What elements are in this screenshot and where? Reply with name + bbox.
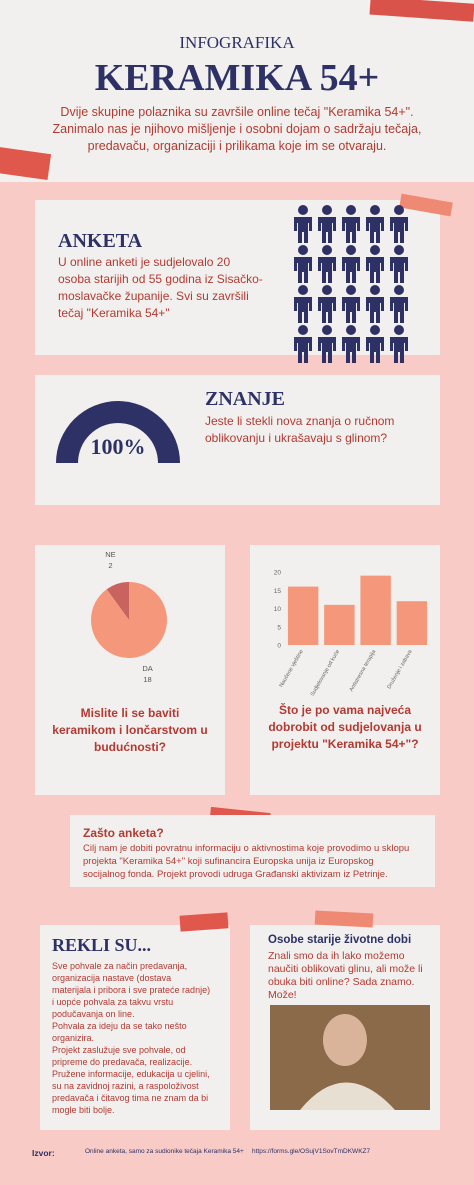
- znanje-paper: [35, 375, 440, 505]
- title: KERAMIKA 54+: [94, 57, 380, 99]
- y-tick-label: 15: [274, 588, 282, 595]
- gauge-label: 100%: [90, 434, 146, 459]
- footer-url: https://forms.gle/OSujV1SovTmDKWKZ7: [252, 1148, 371, 1155]
- tape: [314, 910, 374, 928]
- header-paper: [0, 0, 474, 182]
- person-head: [298, 285, 308, 295]
- rekli-paper: [40, 925, 230, 1130]
- bar-title: Što je po vama najveća dobrobit od sudje…: [268, 703, 422, 751]
- person-head: [394, 205, 404, 215]
- pie-slice: [106, 582, 129, 620]
- person-head: [322, 205, 332, 215]
- y-tick-label: 20: [274, 570, 282, 577]
- bar: [287, 586, 319, 645]
- y-tick-label: 10: [274, 606, 282, 613]
- rekli-paragraph: Pohvala za ideju da se tako nešto organi…: [52, 1021, 187, 1043]
- slice-category: DA: [142, 664, 152, 673]
- person-head: [394, 325, 404, 335]
- person-body: [390, 297, 408, 323]
- footer-label: Izvor:: [32, 1148, 55, 1158]
- footer-source: Online anketa, samo za sudionike tečaja …: [85, 1148, 244, 1155]
- person-body: [294, 297, 312, 323]
- osobe-text: Znali smo da ih lako možemo naučiti obli…: [268, 950, 423, 1001]
- tape: [369, 0, 474, 22]
- zasto-text: Cilj nam je dobiti povratnu informaciju …: [83, 843, 410, 880]
- person-head: [322, 285, 332, 295]
- bar: [360, 575, 391, 645]
- rekli-paragraph: Pružene informacije, edukacija u cjelini…: [52, 1069, 210, 1115]
- person-body: [318, 217, 336, 243]
- person-head: [370, 325, 380, 335]
- person-body: [390, 337, 408, 363]
- y-tick-label: 0: [277, 643, 281, 650]
- zasto-title: Zašto anketa?: [83, 826, 164, 840]
- tape: [0, 146, 52, 181]
- person-body: [318, 337, 336, 363]
- person-head: [394, 285, 404, 295]
- person-head: [298, 245, 308, 255]
- osobe-title: Osobe starije životne dobi: [268, 934, 412, 946]
- slice-value: 18: [143, 675, 151, 684]
- bar: [324, 604, 355, 645]
- person-head: [298, 325, 308, 335]
- pie-slice: [91, 582, 167, 658]
- slice-value: 2: [108, 561, 112, 570]
- person-body: [318, 297, 336, 323]
- person-body: [390, 217, 408, 243]
- person-body: [294, 217, 312, 243]
- tape: [179, 912, 229, 932]
- anketa-title: ANKETA: [58, 230, 143, 252]
- person-body: [342, 297, 360, 323]
- person-head: [370, 285, 380, 295]
- person-body: [342, 257, 360, 283]
- person-head: [322, 325, 332, 335]
- person-body: [342, 337, 360, 363]
- tape: [399, 193, 453, 217]
- photo-face: [323, 1014, 367, 1066]
- person-body: [294, 337, 312, 363]
- person-body: [390, 257, 408, 283]
- rekli-text: Sve pohvale za način predavanja, organiz…: [52, 960, 212, 1116]
- anketa-text: U online anketi je sudjelovalo 20 osoba …: [58, 255, 263, 320]
- znanje-title: ZNANJE: [205, 388, 286, 410]
- person-head: [298, 205, 308, 215]
- znanje-question: Jeste li stekli nova znanja o ručnom obl…: [205, 414, 395, 445]
- person-head: [346, 285, 356, 295]
- people-icons: [294, 205, 408, 363]
- person-body: [366, 297, 384, 323]
- bar-paper: [250, 545, 440, 795]
- person-head: [370, 205, 380, 215]
- slice-category: NE: [105, 550, 115, 559]
- rekli-title: REKLI SU...: [52, 935, 152, 955]
- person-head: [370, 245, 380, 255]
- rekli-paragraph: Sve pohvale za način predavanja, organiz…: [52, 961, 211, 1019]
- photo-body: [300, 1082, 395, 1110]
- gauge: [56, 401, 180, 463]
- person-head: [346, 205, 356, 215]
- rekli-paragraph: Projekt zaslužuje sve pohvale, od pripre…: [52, 1045, 193, 1067]
- person-body: [366, 337, 384, 363]
- person-head: [322, 245, 332, 255]
- y-tick-label: 5: [277, 624, 281, 631]
- zasto-paper: [70, 815, 435, 887]
- person-body: [366, 257, 384, 283]
- bar: [396, 601, 428, 645]
- intro: Dvije skupine polaznika su završile onli…: [52, 105, 422, 153]
- pie-title: Mislite li se baviti keramikom i lončars…: [52, 706, 208, 754]
- person-body: [294, 257, 312, 283]
- person-body: [342, 217, 360, 243]
- person-head: [346, 325, 356, 335]
- person-body: [318, 257, 336, 283]
- person-head: [394, 245, 404, 255]
- kicker: INFOGRAFIKA: [179, 33, 295, 52]
- person-head: [346, 245, 356, 255]
- person-body: [366, 217, 384, 243]
